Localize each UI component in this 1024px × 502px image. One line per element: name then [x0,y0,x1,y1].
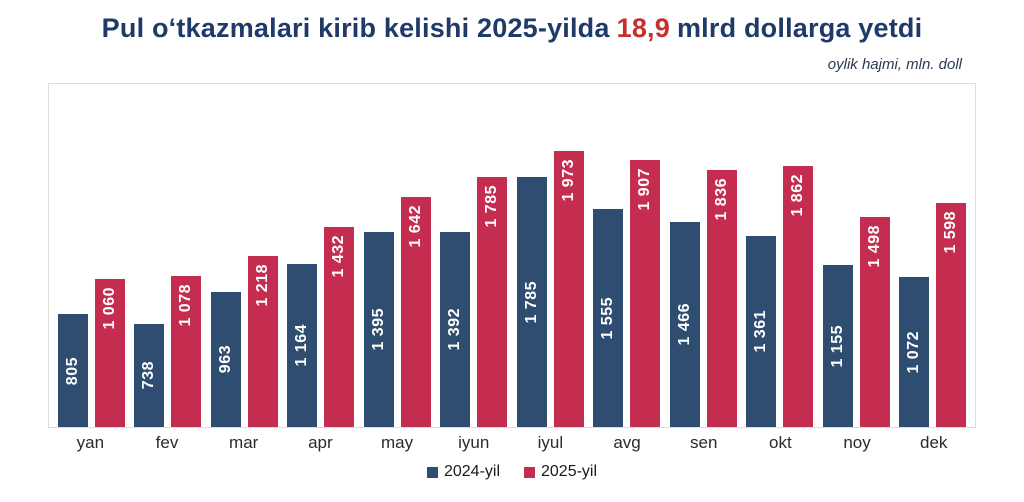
bar-value-label: 1 164 [293,324,311,367]
legend: 2024-yil 2025-yil [48,463,976,481]
x-axis-label-sen: sen [690,433,718,452]
x-axis-label-may: may [380,433,414,452]
bar-2025-yil-iyul: 1 973 [553,150,584,427]
legend-swatch-icon [426,466,438,478]
legend-label: 2025-yil [541,463,598,480]
bar-2024-yil-apr: 1 164 [287,264,318,427]
bar-group-iyun: 1 392 1 785 [436,84,513,427]
bar-value-label: 1 078 [177,284,195,327]
bar-2025-yil-fev: 1 078 [171,276,202,427]
x-axis-label-avg: avg [613,433,641,452]
bar-value-label: 1 392 [446,308,464,351]
bar-value-label: 1 218 [253,264,271,308]
bar-2025-yil-dek: 1 598 [936,203,967,427]
bar-value-label: 1 642 [406,205,424,248]
chart-title-suffix: mlrd dollarga yetdi [676,13,923,43]
bar-2025-yil-avg: 1 907 [630,160,661,427]
bar-2025-yil-yan: 1 060 [94,278,125,427]
bar-group-apr: 1 164 1 432 [283,84,360,427]
bar-value-label: 1 862 [789,174,807,217]
chart-subtitle: oylik hajmi, mln. doll [827,56,962,73]
bar-value-label: 1 060 [100,286,118,330]
bar-2025-yil-may: 1 642 [400,197,431,427]
chart-title: Pul oʻtkazmalari kirib kelishi 2025-yild… [0,0,1024,44]
bar-2025-yil-mar: 1 218 [247,256,278,427]
bar-2025-yil-sen: 1 836 [706,169,737,427]
legend-item-2025-yil: 2025-yil [524,463,597,481]
bar-value-label: 963 [216,345,234,374]
bar-2024-yil-fev: 738 [134,323,165,427]
bar-value-label: 1 072 [905,330,923,374]
legend-swatch-icon [524,466,535,478]
bar-value-label: 1 907 [636,168,654,211]
bar-value-label: 1 498 [865,225,883,268]
chart-area: 805 1 060 738 1 078 963 1 218 1 164 1 432 1 395 1… [48,83,976,481]
bar-value-label: 1 155 [828,324,846,368]
x-axis-label-apr: apr [308,433,333,452]
chart-title-prefix: Pul oʻtkazmalari kirib kelishi 2025-yild… [101,13,610,43]
bar-group-noy: 1 155 1 498 [818,84,895,427]
bar-2024-yil-yan: 805 [57,314,88,427]
bar-value-label: 1 973 [559,158,577,202]
bar-2024-yil-iyun: 1 392 [440,232,471,427]
x-axis-label-noy: noy [843,433,871,452]
bar-group-yan: 805 1 060 [53,84,130,427]
bar-group-fev: 738 1 078 [130,84,207,427]
x-axis-label-mar: mar [229,433,259,452]
legend-item-2024-yil: 2024-yil [426,463,500,481]
x-axis-label-dek: dek [920,433,948,452]
bar-group-mar: 963 1 218 [206,84,283,427]
bar-group-iyul: 1 785 1 973 [512,84,589,427]
bar-group-avg: 1 555 1 907 [589,84,666,427]
x-axis-label-iyun: iyun [458,433,490,452]
x-axis-label-okt: okt [769,433,792,452]
bar-2024-yil-mar: 963 [210,292,241,427]
legend-label: 2024-yil [443,463,500,480]
bar-2025-yil-apr: 1 432 [324,226,355,427]
x-axis: yan fev mar apr may iyun iyul avg sen okt noy dek [48,433,976,453]
bar-value-label: 805 [63,356,81,385]
bar-group-okt: 1 361 1 862 [742,84,819,427]
x-axis-label-fev: fev [155,433,179,452]
bar-group-may: 1 395 1 642 [359,84,436,427]
x-axis-label-yan: yan [76,433,105,452]
bar-group-dek: 1 072 1 598 [895,84,972,427]
bar-value-label: 1 785 [522,280,540,324]
bar-2025-yil-okt: 1 862 [783,166,814,427]
bar-2024-yil-dek: 1 072 [899,276,930,427]
bar-value-label: 1 598 [942,211,960,254]
bar-2024-yil-noy: 1 155 [822,265,853,427]
bar-2024-yil-okt: 1 361 [746,236,777,427]
plot-area: 805 1 060 738 1 078 963 1 218 1 164 1 432 1 395 1… [48,83,976,428]
chart-title-highlight: 18,9 [616,13,670,43]
bar-value-label: 738 [140,361,158,390]
x-axis-label-iyul: iyul [537,433,564,452]
bar-group-sen: 1 466 1 836 [665,84,742,427]
bar-value-label: 1 466 [675,303,693,346]
bar-2025-yil-noy: 1 498 [859,217,890,427]
bar-2024-yil-sen: 1 466 [669,221,700,427]
bar-value-label: 1 836 [712,177,730,221]
bar-2024-yil-iyul: 1 785 [516,177,547,427]
bar-value-label: 1 361 [752,310,770,353]
bar-2025-yil-iyun: 1 785 [477,177,508,427]
bar-2024-yil-avg: 1 555 [593,209,624,427]
bar-value-label: 1 555 [599,296,617,340]
bar-value-label: 1 432 [330,234,348,278]
bar-value-label: 1 785 [483,185,501,228]
bar-2024-yil-may: 1 395 [363,231,394,427]
bar-value-label: 1 395 [369,308,387,351]
